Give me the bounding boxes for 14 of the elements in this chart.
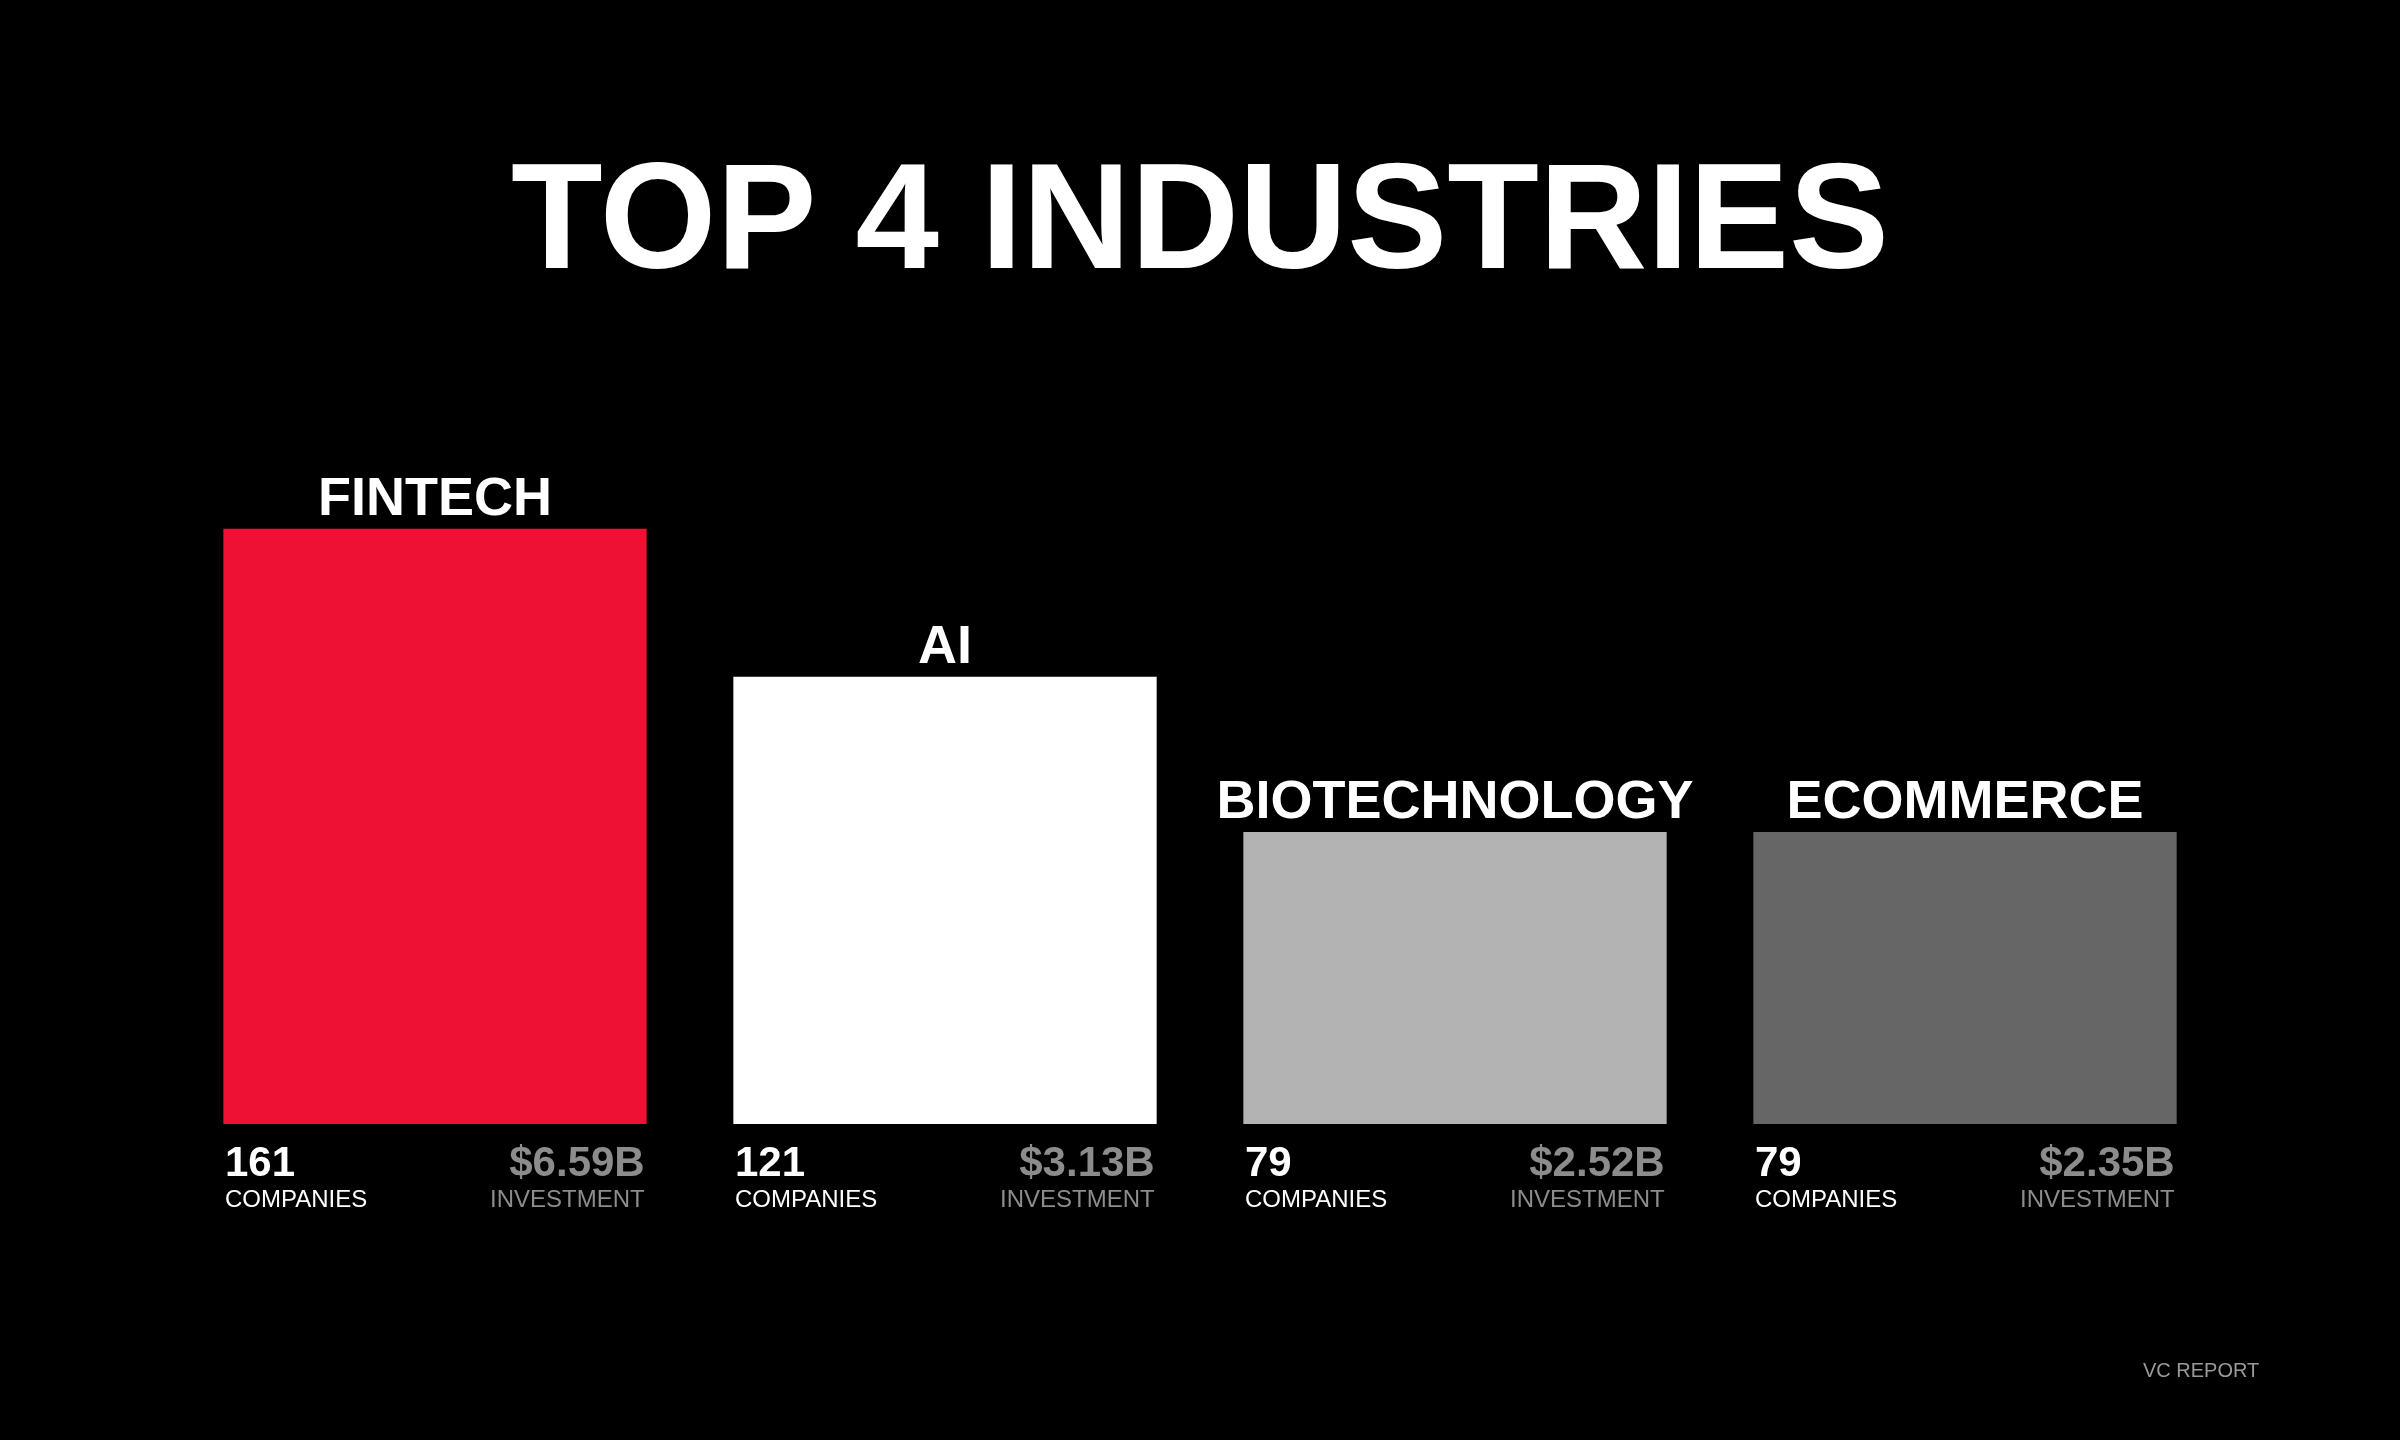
x-tick-label: BIOTECHNOLOGY bbox=[1216, 768, 1694, 829]
x-tick-label: ECOMMERCE bbox=[1786, 768, 2144, 829]
data-label: 79 COMPANIES bbox=[1245, 1138, 1388, 1213]
text: $2.52B INVESTMENT bbox=[1510, 1138, 1666, 1213]
x-tick-label: FINTECH bbox=[318, 465, 552, 526]
text: $3.13B INVESTMENT bbox=[1000, 1138, 1156, 1213]
data-label: 161 COMPANIES bbox=[225, 1138, 368, 1213]
x-tick-label: AI bbox=[918, 613, 972, 674]
text: VC REPORT bbox=[2143, 1359, 2260, 1381]
text: $2.35B INVESTMENT bbox=[2020, 1138, 2176, 1213]
data-label: 79 COMPANIES bbox=[1755, 1138, 1898, 1213]
text: $6.59B INVESTMENT bbox=[490, 1138, 646, 1213]
data-label: 121 COMPANIES bbox=[735, 1138, 878, 1213]
chart-title: TOP 4 INDUSTRIES bbox=[510, 131, 1890, 300]
